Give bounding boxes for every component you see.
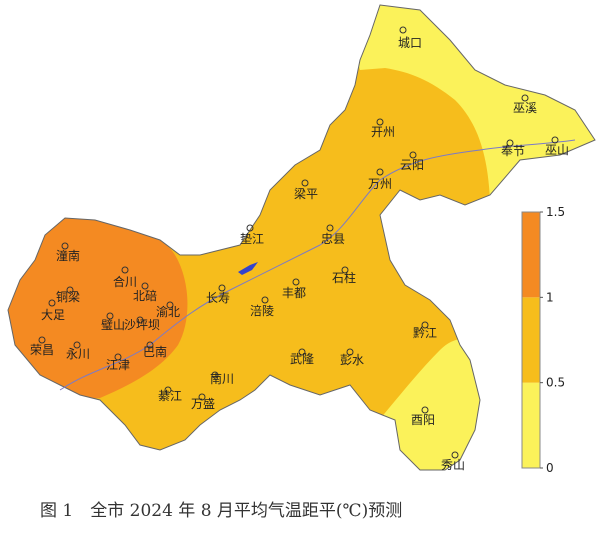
city-marker: [146, 341, 154, 349]
city-marker: [376, 118, 384, 126]
city-label: 江津: [106, 358, 130, 372]
city-label: 巴南: [143, 344, 167, 359]
city-label: 荣昌: [30, 343, 54, 357]
river: [59, 139, 576, 391]
city-label: 奉节: [501, 144, 525, 158]
city-label: 垫江: [240, 231, 264, 246]
city-marker: [136, 316, 144, 324]
city-marker: [121, 266, 129, 274]
city-marker: [38, 336, 46, 344]
legend-tick-label: 1: [546, 290, 554, 304]
city-marker: [261, 296, 269, 304]
city-marker: [114, 353, 122, 361]
city-marker: [211, 371, 219, 379]
city-marker: [73, 341, 81, 349]
city-marker: [376, 168, 384, 176]
city-label: 梁平: [294, 186, 318, 201]
city-marker: [451, 451, 459, 459]
city-label: 巫溪: [513, 101, 537, 115]
city-marker: [106, 312, 114, 320]
legend: 0 0.5 1 1.5: [521, 205, 565, 475]
city-label: 涪陵: [250, 303, 274, 318]
city-label: 酉阳: [411, 413, 435, 427]
city-marker: [166, 301, 174, 309]
city-label: 綦江: [158, 389, 182, 403]
city-marker: [399, 26, 407, 34]
city-marker: [409, 151, 417, 159]
city-marker: [421, 406, 429, 414]
city-marker: [246, 224, 254, 232]
caption: 图 1 全市 2024 年 8 月平均气温距平(℃)预测: [40, 501, 402, 521]
city-label: 南川: [210, 371, 234, 386]
city-label: 北碚: [133, 288, 157, 303]
city-label: 永川: [66, 347, 90, 361]
zone-1-1.5: [8, 205, 188, 405]
city-label: 云阳: [400, 158, 424, 172]
legend-tick-label: 0: [546, 461, 554, 475]
legend-tick-label: 1.5: [546, 205, 565, 219]
legend-band: [522, 212, 540, 298]
city-label: 石柱: [332, 270, 356, 285]
city-marker: [48, 299, 56, 307]
city-marker: [341, 266, 349, 274]
legend-band: [522, 297, 540, 383]
city-label: 巫山: [545, 143, 569, 157]
city-marker: [421, 321, 429, 329]
city-marker: [61, 242, 69, 250]
city-label: 武隆: [290, 351, 314, 366]
city-label: 潼南: [56, 248, 80, 263]
city-label: 大足: [41, 308, 65, 322]
legend-band: [522, 382, 540, 468]
legend-tick-label: 0.5: [546, 376, 565, 390]
city-marker: [141, 282, 149, 290]
city-label: 彭水: [340, 353, 364, 367]
city-marker: [292, 278, 300, 286]
city-label: 万州: [368, 177, 392, 191]
city-marker: [164, 386, 172, 394]
city-marker: [301, 179, 309, 187]
city-label: 璧山: [101, 317, 125, 332]
city-label: 合川: [113, 274, 137, 289]
city-marker: [506, 139, 514, 147]
city-marker: [521, 94, 529, 102]
city-label: 渝北: [156, 304, 180, 319]
lake: [238, 262, 258, 275]
city-marker: [326, 224, 334, 232]
city-label: 长寿: [206, 291, 230, 305]
city-label: 丰都: [282, 286, 306, 300]
city-label: 铜梁: [56, 289, 80, 304]
legend-frame: [521, 211, 541, 469]
city-label: 秀山: [441, 458, 465, 472]
city-label: 沙坪坝: [124, 318, 160, 332]
city-label: 城口: [398, 36, 422, 50]
city-marker: [346, 348, 354, 356]
city-marker: [551, 136, 559, 144]
city-label: 万盛: [191, 396, 215, 411]
city-marker: [198, 393, 206, 401]
city-label: 忠县: [321, 232, 345, 246]
city-marker: [218, 284, 226, 292]
city-marker: [66, 286, 74, 294]
city-marker: [298, 348, 306, 356]
city-label: 黔江: [413, 325, 437, 340]
city-label: 开州: [371, 125, 395, 139]
